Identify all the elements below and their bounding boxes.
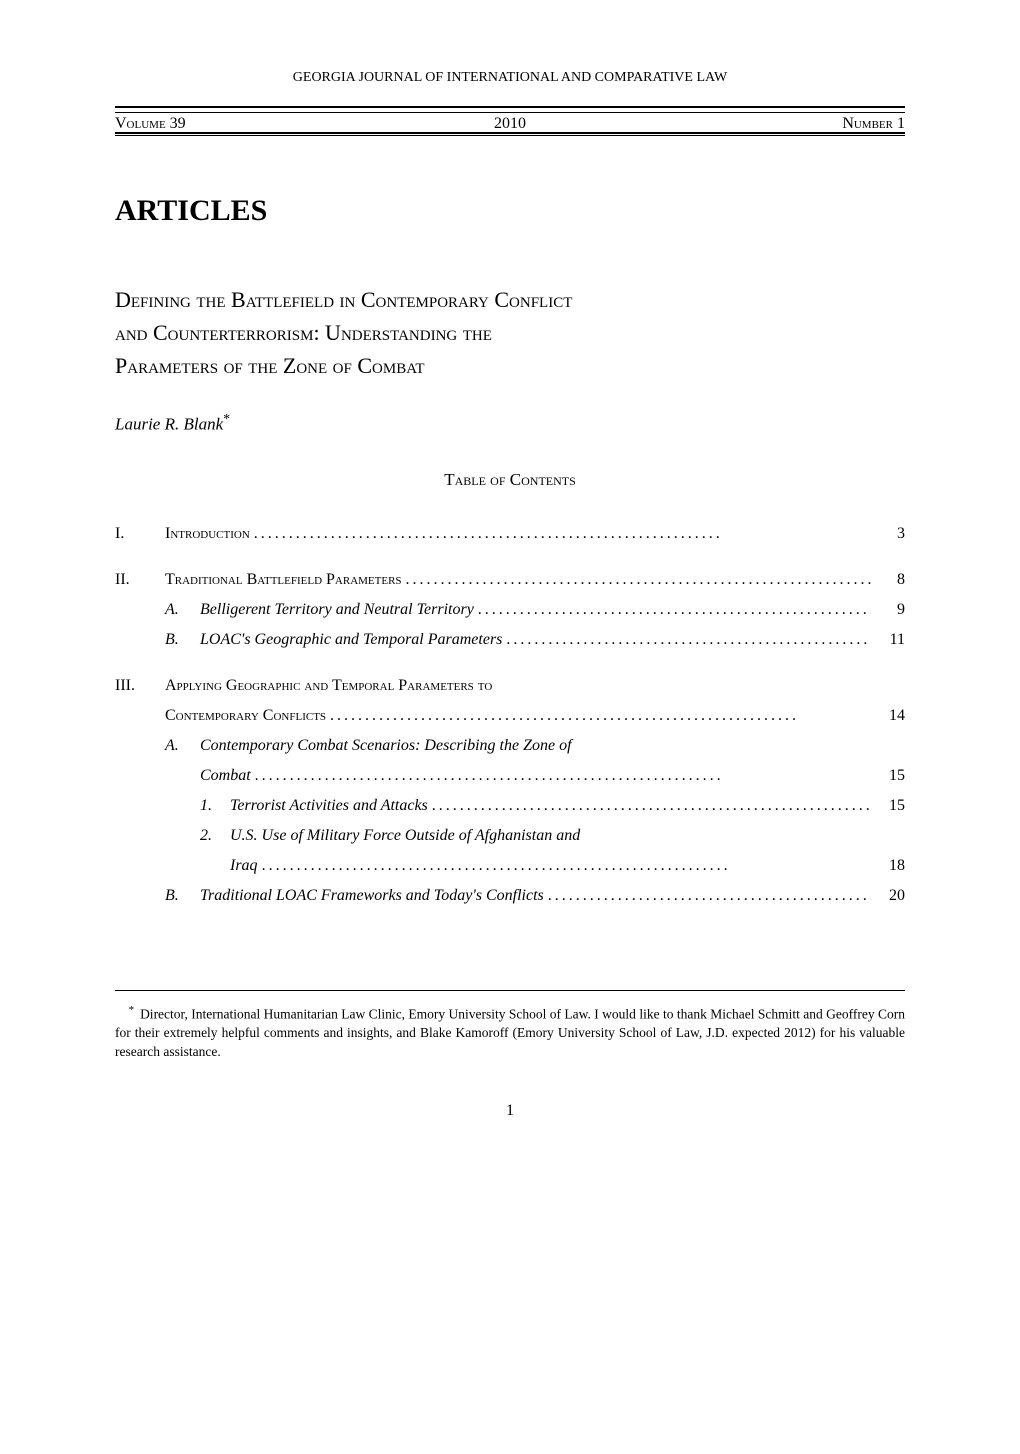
article-title-line: Parameters of the Zone of Combat: [115, 349, 905, 382]
footnote-marker: *: [129, 1004, 135, 1016]
toc-entry-section3-B: B. Traditional LOAC Frameworks and Today…: [115, 882, 905, 910]
page-number: 1: [115, 1102, 905, 1120]
volume-label: Volume 39: [115, 115, 186, 133]
toc-entry-section3-A-2-line1: 2. U.S. Use of Military Force Outside of…: [115, 822, 905, 850]
author-name: Laurie R. Blank: [115, 415, 223, 434]
toc-entry-section2: II. Traditional Battlefield Parameters .…: [115, 566, 905, 594]
toc-text: Traditional Battlefield Parameters: [165, 566, 402, 594]
footnote: *Director, International Humanitarian La…: [115, 1003, 905, 1062]
footnote-text: Director, International Humanitarian Law…: [115, 1006, 905, 1059]
toc-text: Applying Geographic and Temporal Paramet…: [165, 672, 492, 700]
toc-entry-section3-line2: Contemporary Conflicts .................…: [115, 702, 905, 730]
toc-letter: B.: [165, 882, 200, 910]
volume-bar-inner: Volume 39 2010 Number 1: [115, 112, 905, 136]
toc-dots: ........................................…: [432, 792, 871, 820]
toc-text: Contemporary Conflicts: [165, 702, 326, 730]
article-title-line: Defining the Battlefield in Contemporary…: [115, 283, 905, 316]
toc-page: 15: [875, 762, 905, 790]
toc-roman: II.: [115, 566, 165, 594]
toc-number: 2.: [200, 822, 230, 850]
toc-entry-section3-A-line1: A. Contemporary Combat Scenarios: Descri…: [115, 732, 905, 760]
section-heading: ARTICLES: [115, 194, 905, 228]
journal-name: GEORGIA JOURNAL OF INTERNATIONAL AND COM…: [115, 70, 905, 86]
toc-entry-intro: I. Introduction ........................…: [115, 520, 905, 548]
toc-roman: I.: [115, 520, 165, 548]
toc-page: 8: [875, 566, 905, 594]
toc-heading: Table of Contents: [115, 470, 905, 490]
toc-roman: III.: [115, 672, 165, 700]
author-footnote-marker: *: [223, 412, 230, 427]
toc-dots: ........................................…: [255, 762, 871, 790]
toc-page: 14: [875, 702, 905, 730]
toc-entry-section3-A-1: 1. Terrorist Activities and Attacks ....…: [115, 792, 905, 820]
toc-entry-section3-A-2-line2: Iraq ...................................…: [115, 852, 905, 880]
toc-entry-section2-A: A. Belligerent Territory and Neutral Ter…: [115, 596, 905, 624]
toc-dots: ........................................…: [262, 852, 871, 880]
table-of-contents: I. Introduction ........................…: [115, 520, 905, 910]
toc-dots: ........................................…: [478, 596, 871, 624]
toc-text: Terrorist Activities and Attacks: [230, 792, 428, 820]
toc-text: Contemporary Combat Scenarios: Describin…: [200, 732, 572, 760]
footnote-separator: [115, 990, 905, 991]
toc-text: LOAC's Geographic and Temporal Parameter…: [200, 626, 502, 654]
volume-bar: Volume 39 2010 Number 1: [115, 106, 905, 134]
toc-number: 1.: [200, 792, 230, 820]
article-title: Defining the Battlefield in Contemporary…: [115, 283, 905, 382]
toc-entry-section3-A-line2: Combat .................................…: [115, 762, 905, 790]
toc-page: 9: [875, 596, 905, 624]
toc-page: 3: [875, 520, 905, 548]
toc-text: Introduction: [165, 520, 250, 548]
toc-gap: [115, 656, 905, 672]
toc-page: 11: [875, 626, 905, 654]
toc-text: Iraq: [230, 852, 258, 880]
toc-page: 18: [875, 852, 905, 880]
toc-text: Traditional LOAC Frameworks and Today's …: [200, 882, 544, 910]
author-line: Laurie R. Blank*: [115, 412, 905, 435]
toc-text: Combat: [200, 762, 251, 790]
article-title-line: and Counterterrorism: Understanding the: [115, 316, 905, 349]
toc-dots: ........................................…: [506, 626, 871, 654]
volume-number: Number 1: [842, 115, 905, 133]
toc-letter: A.: [165, 596, 200, 624]
toc-page: 15: [875, 792, 905, 820]
toc-letter: B.: [165, 626, 200, 654]
toc-gap: [115, 550, 905, 566]
toc-text: U.S. Use of Military Force Outside of Af…: [230, 822, 580, 850]
toc-dots: ........................................…: [254, 520, 871, 548]
toc-entry-section2-B: B. LOAC's Geographic and Temporal Parame…: [115, 626, 905, 654]
toc-letter: A.: [165, 732, 200, 760]
toc-dots: ........................................…: [406, 566, 871, 594]
volume-year: 2010: [494, 115, 526, 133]
toc-page: 20: [875, 882, 905, 910]
toc-dots: ........................................…: [548, 882, 871, 910]
toc-text: Belligerent Territory and Neutral Territ…: [200, 596, 474, 624]
toc-dots: ........................................…: [330, 702, 871, 730]
toc-entry-section3-line1: III. Applying Geographic and Temporal Pa…: [115, 672, 905, 700]
